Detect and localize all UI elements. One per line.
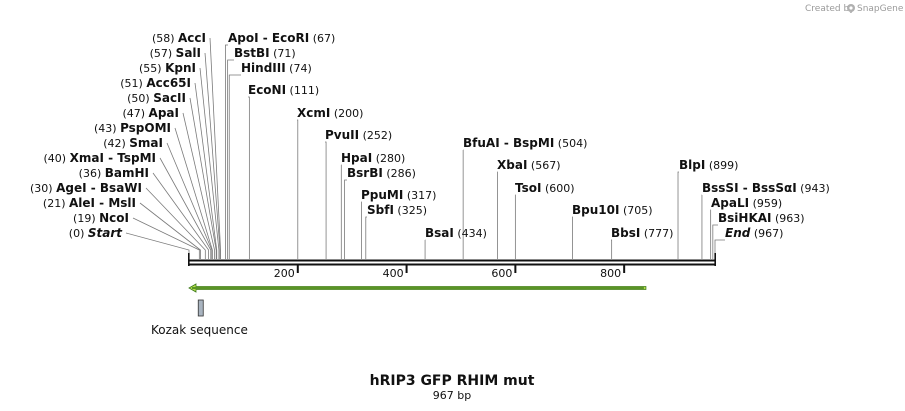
feature-track [188,283,647,317]
enzyme-acc65i-label: (51) Acc65I [120,76,191,90]
enzyme-apoi-label: ApoI - EcoRI (67) [228,31,335,45]
enzyme-bsrbi-leader [344,179,347,259]
enzyme-pspomi-leader [174,127,213,259]
enzyme-ncoi-label: (19) NcoI [73,211,129,225]
enzyme-agei-leader [145,187,206,259]
scale-ticks: 200 400 600 800 [274,265,626,280]
enzyme-sali-label: (57) SalI [150,46,201,60]
enzyme-sacii-label: (50) SacII [127,91,186,105]
enzyme-alei-label: (21) AleI - MslI [43,196,136,210]
enzyme-end-label: End (967) [725,226,783,240]
enzyme-xcmi-leader [297,119,299,259]
scale-tick-label: 600 [491,267,512,280]
enzyme-sbfi-leader [365,216,367,259]
enzyme-pvuii-label: PvuII (252) [325,128,392,142]
enzyme-ncoi-leader [132,217,200,259]
enzyme-bamhi-leader [152,172,209,259]
enzyme-smai-leader [166,142,213,259]
enzyme-end-leader [714,239,725,259]
map-length: 967 bp [433,389,471,402]
backbone-end-cap [714,253,716,266]
enzyme-bsihkai-leader [712,224,718,259]
enzyme-bbsi-leader [611,239,613,259]
enzyme-bbsi-label: BbsI (777) [611,226,673,240]
enzyme-hindiii-label: HindIII (74) [241,61,312,75]
scale-tick-label: 800 [600,267,621,280]
enzyme-bsai-label: BsaI (434) [425,226,487,240]
backbone-top-strand [189,259,715,262]
enzyme-blpi-leader [677,171,679,259]
enzyme-labels: (58) AccI(57) SalI(55) KpnI(51) Acc65I(5… [30,31,830,240]
map-title: hRIP3 GFP RHIM mut [370,373,535,389]
enzyme-xbai-label: XbaI (567) [497,158,560,172]
enzyme-kpni-label: (55) KpnI [139,61,196,75]
enzyme-bpu10i-label: Bpu10I (705) [572,203,653,217]
enzyme-sbfi-label: SbfI (325) [367,203,427,217]
enzyme-sacii-leader [189,97,217,259]
enzyme-apali-label: ApaLI (959) [711,196,782,210]
enzyme-bstbi-leader [227,59,234,259]
enzyme-start-leader [125,232,190,259]
enzyme-bsrbi-label: BsrBI (286) [347,166,416,180]
scale-tick-label: 400 [383,267,404,280]
enzyme-hindiii-leader [228,74,241,259]
backbone-start-cap [188,253,190,266]
enzyme-xmai-label: (40) XmaI - TspMI [44,151,156,165]
enzyme-bfuai-label: BfuAI - BspMI (504) [463,136,587,150]
credit-brand: SnapGene [857,4,904,14]
credit-text: Created by [805,4,855,14]
enzyme-bstbi-label: BstBI (71) [234,46,296,60]
sequence-backbone [188,253,716,266]
enzyme-tsoi-label: TsoI (600) [515,181,575,195]
enzyme-acc65i-leader [194,82,218,259]
enzyme-xcmi-label: XcmI (200) [297,106,363,120]
enzyme-sali-leader [204,52,221,259]
enzyme-apoi-leader [225,44,228,259]
enzyme-bsihkai-label: BsiHKAI (963) [718,211,805,225]
enzyme-econi-label: EcoNI (111) [248,83,319,97]
enzyme-pvuii-leader [325,141,327,259]
enzyme-pspomi-label: (43) PspOMI [94,121,171,135]
enzyme-apai-leader [182,112,215,259]
snapgene-credit: Created by SnapGene [805,4,904,14]
enzyme-apai-label: (47) ApaI [122,106,179,120]
enzyme-ppumi-label: PpuMI (317) [361,188,436,202]
enzyme-agei-label: (30) AgeI - BsaWI [30,181,142,195]
enzyme-kpni-leader [199,67,220,259]
snapgene-logo-icon [847,4,855,12]
enzyme-xmai-leader [159,157,212,259]
enzyme-leader-lines [125,37,725,259]
enzyme-acci-leader [209,37,221,259]
enzyme-hpai-label: HpaI (280) [341,151,405,165]
enzyme-start-label: (0) Start [69,226,123,240]
scale-tick-label: 200 [274,267,295,280]
backbone-bottom-strand [189,263,715,266]
enzyme-bamhi-label: (36) BamHI [79,166,149,180]
kozak-feature-box [197,299,204,317]
enzyme-blpi-label: BlpI (899) [679,158,738,172]
enzyme-alei-leader [139,202,201,259]
enzyme-acci-label: (58) AccI [152,31,206,45]
kozak-label: Kozak sequence [151,323,248,337]
enzyme-bsssi-label: BssSI - BssSαI (943) [702,181,830,195]
enzyme-econi-leader [248,96,250,259]
enzyme-smai-label: (42) SmaI [103,136,163,150]
